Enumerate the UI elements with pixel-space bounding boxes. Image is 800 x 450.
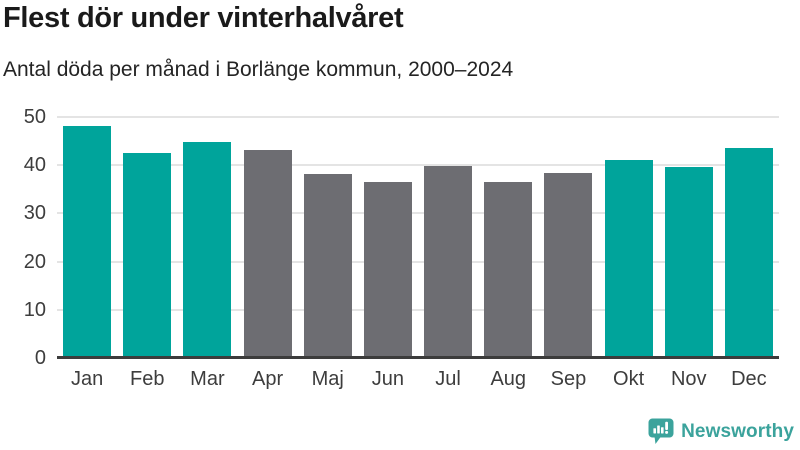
newsworthy-logo-icon: [648, 418, 674, 445]
gridline-20: [57, 260, 779, 263]
bar-apr: [243, 150, 292, 358]
x-axis-label-jan: Jan: [70, 368, 104, 390]
x-axis-label-dec: Dec: [731, 368, 767, 390]
bar-jun: [363, 181, 412, 358]
y-axis-label-40: 40: [23, 154, 46, 177]
x-axis-label-maj: Maj: [311, 368, 344, 390]
x-axis-label-jul: Jul: [435, 368, 461, 390]
bar-dec: [724, 148, 773, 358]
y-axis-label-20: 20: [23, 250, 46, 273]
brand-name: Newsworthy: [681, 420, 794, 442]
x-axis-label-aug: Aug: [490, 368, 527, 390]
bar-jan: [63, 126, 112, 358]
bar-maj: [303, 174, 352, 358]
gridline-30: [57, 212, 779, 215]
y-axis-label-50: 50: [23, 106, 46, 128]
y-axis-label-0: 0: [34, 347, 46, 369]
gridline-40: [57, 164, 779, 167]
bar-nov: [664, 166, 713, 358]
x-axis-label-okt: Okt: [613, 368, 645, 390]
gridline-50: [57, 116, 779, 118]
y-axis-label-30: 30: [23, 202, 46, 225]
x-axis-label-sep: Sep: [550, 368, 587, 390]
bar-feb: [123, 153, 172, 358]
bar-okt: [604, 160, 653, 358]
bar-chart: Flest dör under vinterhalvåret Antal död…: [3, 2, 779, 390]
y-axis-label-10: 10: [23, 298, 46, 321]
gridline-10: [57, 308, 779, 311]
bar-sep: [544, 173, 593, 358]
bar-mar: [183, 142, 232, 358]
plot-area: [57, 116, 779, 359]
page-subtitle: Antal döda per månad i Borlänge kommun, …: [3, 58, 514, 81]
x-axis-label-nov: Nov: [670, 368, 707, 390]
bar-aug: [484, 181, 533, 358]
x-axis-label-feb: Feb: [130, 368, 165, 390]
x-axis-label-apr: Apr: [252, 368, 284, 390]
page-title: Flest dör under vinterhalvåret: [3, 2, 404, 34]
x-axis-label-jun: Jun: [371, 368, 405, 390]
brand-logo[interactable]: Newsworthy: [648, 418, 794, 445]
x-axis-line: [57, 356, 779, 359]
x-axis-label-mar: Mar: [190, 368, 225, 390]
bar-jul: [424, 165, 473, 358]
